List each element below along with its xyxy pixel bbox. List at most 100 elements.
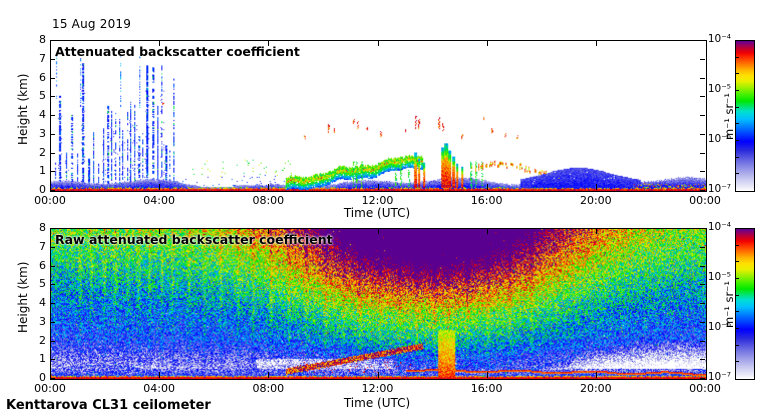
y-tick-mark xyxy=(50,303,55,304)
x-tick-label: 16:00 xyxy=(470,382,503,395)
colorbar-minor-tick xyxy=(735,245,739,246)
x-tick-label: 08:00 xyxy=(252,382,285,395)
y-tick-mark xyxy=(700,246,705,248)
colorbar-minor-tick xyxy=(735,311,739,312)
x-tick-mark xyxy=(378,184,379,190)
x-tick-mark xyxy=(596,184,597,190)
x-tick-mark xyxy=(159,40,160,46)
y-tick-mark xyxy=(50,359,55,361)
y-tick-mark xyxy=(50,321,55,323)
y-tick-mark xyxy=(50,246,55,248)
y-tick-label: 1 xyxy=(39,164,46,178)
x-tick-mark xyxy=(378,40,379,46)
y-tick-label: 4 xyxy=(39,296,46,309)
y-tick-label: 0 xyxy=(39,183,46,196)
y-tick-mark xyxy=(50,115,55,116)
colorbar-tick-label: 10⁻⁶ xyxy=(707,133,731,145)
x-tick-label: 16:00 xyxy=(470,194,503,207)
x-tick-label: 00:00 xyxy=(34,194,66,207)
x-tick-mark xyxy=(487,40,488,46)
colorbar-tick-label: 10⁻⁶ xyxy=(707,321,731,333)
colorbar-minor-tick xyxy=(735,328,739,329)
y-tick-mark xyxy=(700,265,705,267)
y-tick-mark xyxy=(700,96,705,98)
plot-panel-attenuated-backscatter: Attenuated backscatter coefficient xyxy=(50,40,707,192)
colorbar-minor-tick xyxy=(735,90,739,91)
y-tick-mark xyxy=(700,228,705,229)
y-tick-mark xyxy=(700,321,705,323)
y-tick-mark xyxy=(50,58,55,60)
colorbar-minor-tick xyxy=(735,173,739,174)
x-tick-mark xyxy=(159,372,160,378)
x-tick-mark xyxy=(159,228,160,234)
y-tick-mark xyxy=(700,190,705,191)
y-tick-mark xyxy=(50,378,55,379)
date-label: 15 Aug 2019 xyxy=(52,17,132,31)
plot-canvas-attenuated-backscatter xyxy=(51,41,706,191)
y-tick-mark xyxy=(50,284,55,286)
y-tick-mark xyxy=(700,152,705,154)
y-tick-label: 6 xyxy=(39,70,46,84)
x-tick-label: 04:00 xyxy=(143,382,175,395)
y-tick-mark xyxy=(700,40,705,41)
panel-title-bottom: Raw attenuated backscatter coefficient xyxy=(55,232,333,247)
y-tick-label: 3 xyxy=(39,314,46,328)
y-tick-mark xyxy=(700,378,705,379)
y-tick-mark xyxy=(700,115,705,116)
x-tick-mark xyxy=(159,184,160,190)
colorbar-minor-tick xyxy=(735,107,739,108)
x-tick-label: 00:00 xyxy=(689,194,721,207)
x-tick-mark xyxy=(596,228,597,234)
colorbar-minor-tick xyxy=(735,261,739,262)
x-tick-mark xyxy=(378,372,379,378)
colorbar-minor-tick xyxy=(735,123,739,124)
y-tick-label: 3 xyxy=(39,126,46,140)
y-tick-mark xyxy=(50,133,55,135)
y-tick-label: 6 xyxy=(39,258,46,272)
y-tick-mark xyxy=(700,303,705,304)
x-tick-label: 20:00 xyxy=(579,382,612,395)
y-tick-mark xyxy=(700,58,705,60)
y-tick-mark xyxy=(50,171,55,173)
y-tick-mark xyxy=(700,77,705,79)
colorbar-minor-tick xyxy=(735,140,739,141)
colorbar-tick-label: 10⁻⁵ xyxy=(707,83,731,95)
panel-title-top: Attenuated backscatter coefficient xyxy=(55,44,300,59)
y-tick-mark xyxy=(50,96,55,98)
y-tick-label: 0 xyxy=(39,371,46,384)
y-tick-mark xyxy=(50,190,55,191)
colorbar-tick-label: 10⁻⁵ xyxy=(707,271,731,283)
colorbar-tick-label: 10⁻⁷ xyxy=(707,371,731,383)
x-tick-mark xyxy=(378,228,379,234)
x-tick-label: 04:00 xyxy=(143,194,175,207)
x-tick-mark xyxy=(596,40,597,46)
colorbar-minor-tick xyxy=(735,361,739,362)
x-tick-mark xyxy=(268,372,269,378)
y-tick-mark xyxy=(50,340,55,342)
x-tick-mark xyxy=(268,40,269,46)
plot-canvas-raw-attenuated-backscatter xyxy=(51,229,706,379)
colorbar-minor-tick xyxy=(735,57,739,58)
colorbar-tick-label: 10⁻⁴ xyxy=(707,33,731,45)
x-tick-mark xyxy=(487,184,488,190)
x-tick-label: 08:00 xyxy=(252,194,285,207)
y-tick-label: 4 xyxy=(39,108,46,121)
x-tick-label: 00:00 xyxy=(689,382,721,395)
y-tick-mark xyxy=(50,77,55,79)
x-axis-title-bottom: Time (UTC) xyxy=(343,396,411,410)
colorbar-top-unit: m⁻¹ sr⁻¹ xyxy=(722,93,736,140)
y-tick-label: 8 xyxy=(39,33,46,46)
colorbar-minor-tick xyxy=(735,345,739,346)
y-tick-label: 2 xyxy=(39,333,46,347)
y-tick-label: 5 xyxy=(39,89,46,103)
y-tick-label: 2 xyxy=(39,145,46,159)
x-tick-mark xyxy=(487,372,488,378)
y-tick-mark xyxy=(700,171,705,173)
y-tick-mark xyxy=(700,133,705,135)
colorbar-tick-label: 10⁻⁴ xyxy=(707,221,731,233)
x-axis-title-top: Time (UTC) xyxy=(343,206,411,220)
colorbar-bottom-unit: m⁻¹ sr⁻¹ xyxy=(722,281,736,328)
colorbar-minor-tick xyxy=(735,295,739,296)
y-tick-label: 8 xyxy=(39,221,46,234)
